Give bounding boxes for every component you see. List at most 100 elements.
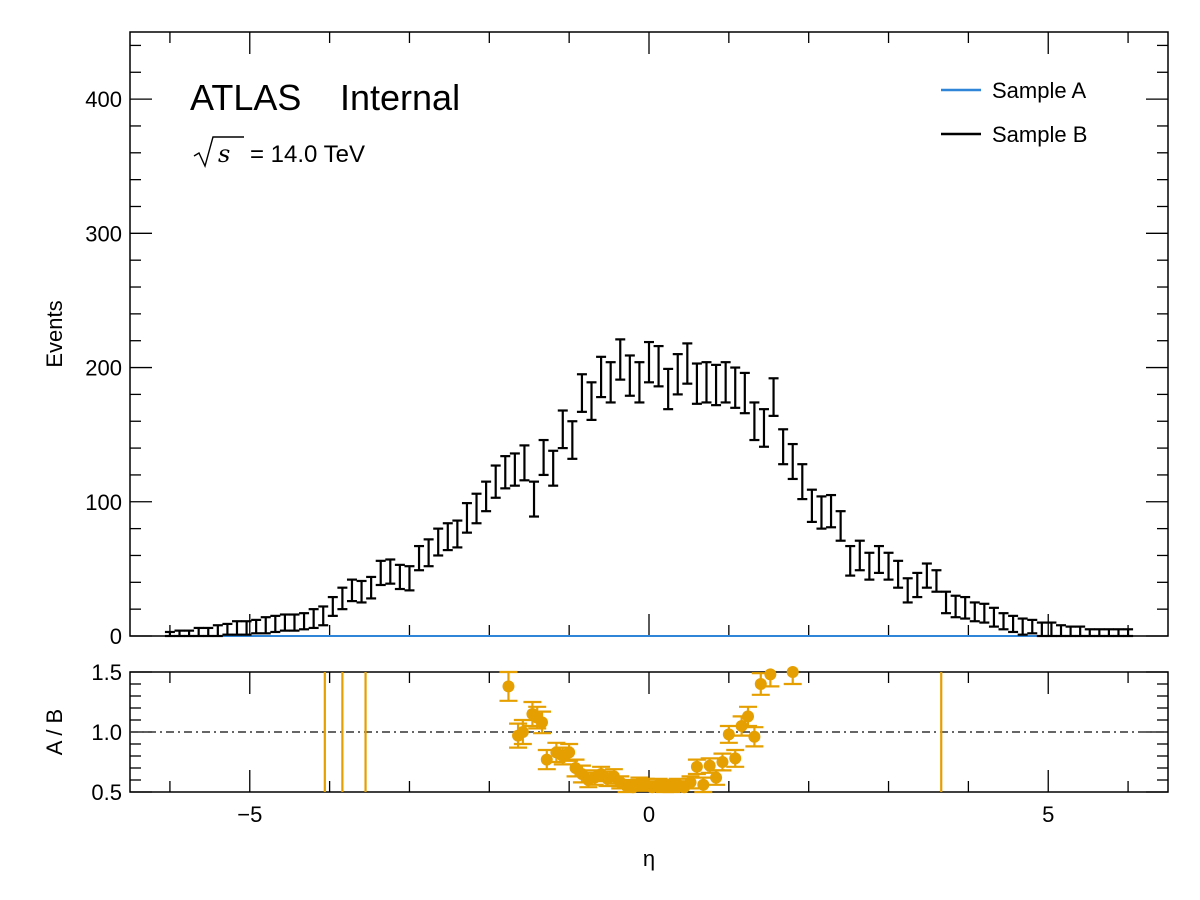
sample-b-errorbar bbox=[998, 612, 1009, 631]
sample-b-errorbar bbox=[864, 551, 875, 581]
sample-b-errorbar bbox=[1036, 621, 1047, 638]
ratio-marker bbox=[716, 756, 729, 768]
sample-b-errorbar bbox=[260, 616, 271, 635]
sample-b-errorbar bbox=[548, 449, 559, 487]
sample-b-errorbar bbox=[806, 488, 817, 524]
energy-annotation: s = 14.0 TeV bbox=[193, 136, 365, 169]
ratio-marker bbox=[703, 759, 716, 772]
experiment-label: ATLAS bbox=[190, 77, 301, 118]
sqrt-sign bbox=[193, 136, 244, 169]
sample-b-errorbar bbox=[644, 340, 654, 384]
ratio-marker bbox=[764, 668, 777, 681]
ratio-tick-labels: 0.5 1.0 1.5 −5 0 5 bbox=[91, 660, 1054, 827]
ratio-marker bbox=[786, 666, 799, 678]
sample-b-errorbar bbox=[1103, 628, 1114, 638]
sample-b-errorbar bbox=[701, 361, 712, 404]
ratio-point bbox=[694, 776, 713, 794]
sample-b-errorbar bbox=[653, 344, 664, 388]
ratio-point bbox=[761, 668, 780, 688]
sample-b-errorbar bbox=[1075, 625, 1086, 638]
sample-b-errorbar bbox=[1027, 618, 1038, 635]
sample-b-errorbar bbox=[931, 569, 942, 593]
sample-b-errorbar bbox=[270, 614, 281, 634]
sample-b-errorbar bbox=[279, 613, 290, 632]
ratio-marker bbox=[563, 746, 576, 759]
ratio-marker bbox=[729, 752, 742, 765]
sample-b-errorbar bbox=[624, 354, 635, 397]
ratio-point bbox=[560, 742, 579, 762]
sample-b-errorbar bbox=[893, 559, 904, 589]
ratio-point bbox=[513, 718, 532, 746]
ratio-marker bbox=[754, 678, 767, 690]
sample-b-errorbar bbox=[816, 495, 827, 530]
sample-b-errorbar bbox=[596, 355, 607, 399]
sample-b-errorbar bbox=[356, 579, 367, 604]
sample-b-errorbar bbox=[490, 464, 501, 499]
sample-b-errorbar bbox=[222, 622, 233, 636]
ratio-point bbox=[681, 775, 700, 790]
sample-b-errorbar bbox=[768, 377, 779, 417]
sample-b-errorbar bbox=[912, 571, 923, 599]
sample-b-errorbar bbox=[327, 595, 338, 617]
x-axis-title: η bbox=[643, 846, 655, 871]
sample-b-errorbar bbox=[1123, 628, 1134, 638]
ratio-y-tick-label: 1.5 bbox=[91, 660, 122, 685]
sample-b-errorbar bbox=[1113, 628, 1124, 638]
sample-b-errorbar bbox=[442, 522, 453, 552]
ratio-marker bbox=[742, 710, 755, 723]
sample-b-errorbar bbox=[404, 565, 415, 592]
sample-b-errorbar bbox=[854, 539, 865, 572]
sample-b-errorbar bbox=[184, 629, 195, 638]
sample-b-errorbar bbox=[873, 544, 884, 575]
sample-b-errorbar bbox=[337, 586, 348, 611]
main-panel: 0 100 200 300 400 Events ATLAS Internal s = … bbox=[42, 31, 1169, 649]
energy-value: = 14.0 TeV bbox=[250, 141, 365, 168]
sample-b-errorbar bbox=[414, 544, 425, 572]
sample-b-errorbar bbox=[797, 463, 808, 501]
main-y-axis-title: Events bbox=[42, 300, 67, 367]
sample-b-errorbar bbox=[826, 493, 837, 529]
ratio-marker bbox=[684, 776, 697, 789]
sample-b-errorbar bbox=[749, 401, 760, 442]
sample-b-errorbar bbox=[289, 613, 300, 632]
legend-label-sample-b: Sample B bbox=[992, 122, 1087, 147]
sample-b-errorbar bbox=[241, 620, 252, 636]
ratio-point bbox=[739, 705, 758, 728]
main-y-tick-label: 100 bbox=[85, 490, 122, 515]
sample-b-errorbar bbox=[883, 551, 894, 581]
sample-b-errorbar bbox=[557, 409, 568, 450]
sample-b-errorbar bbox=[730, 366, 741, 409]
sample-b-errorbar bbox=[979, 602, 990, 624]
ratio-point bbox=[687, 758, 706, 776]
sample-b-errorbar bbox=[423, 538, 434, 568]
sample-b-errorbar bbox=[394, 563, 405, 591]
x-tick-label: 5 bbox=[1042, 802, 1054, 827]
main-series-marks bbox=[164, 338, 1134, 638]
ratio-marker bbox=[690, 760, 703, 773]
sample-b-errorbar bbox=[567, 420, 578, 460]
main-y-tick-labels: 0 100 200 300 400 bbox=[85, 87, 122, 649]
sample-b-errorbar bbox=[519, 444, 530, 482]
sample-b-errorbar bbox=[711, 363, 722, 407]
sample-b-errorbar bbox=[778, 428, 789, 466]
sample-b-errorbar bbox=[251, 618, 262, 635]
sample-b-errorbar bbox=[212, 624, 223, 638]
sample-b-errorbar bbox=[691, 362, 702, 405]
sample-b-errorbar bbox=[231, 620, 242, 636]
sample-b-errorbar bbox=[308, 608, 319, 630]
sample-b-errorbar bbox=[1046, 621, 1057, 638]
sample-b-errorbar bbox=[375, 559, 386, 587]
x-tick-label: −5 bbox=[237, 802, 262, 827]
main-y-tick-label: 400 bbox=[85, 87, 122, 112]
ratio-marker bbox=[516, 726, 529, 738]
ratio-point bbox=[719, 724, 738, 744]
sample-b-errorbar bbox=[203, 626, 214, 638]
sample-b-errorbar bbox=[586, 381, 597, 422]
sample-b-errorbar bbox=[174, 629, 185, 638]
sample-b-errorbar bbox=[500, 455, 511, 490]
main-y-tick-label: 300 bbox=[85, 221, 122, 246]
sample-b-errorbar bbox=[1017, 617, 1028, 636]
sample-b-errorbar bbox=[366, 575, 377, 600]
